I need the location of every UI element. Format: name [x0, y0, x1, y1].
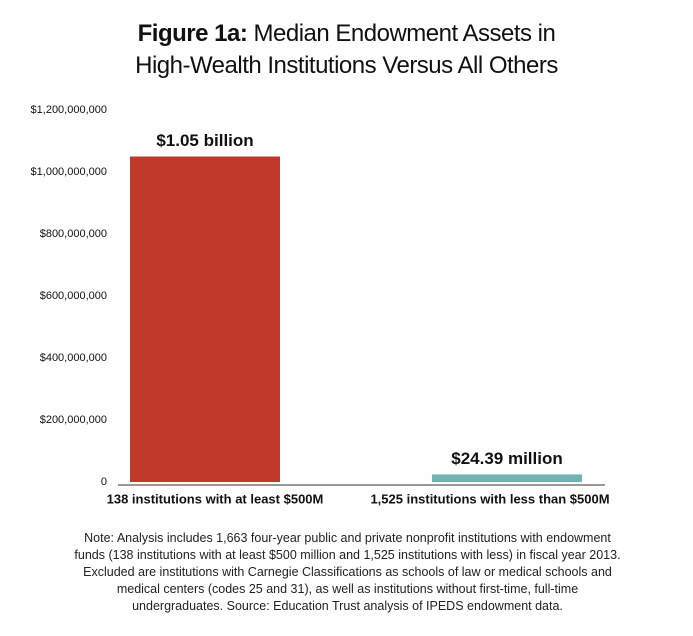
y-tick-label: $1,000,000,000: [31, 166, 107, 178]
title-text: Median Endowment Assets in High-Wealth I…: [135, 20, 558, 79]
value-label: $24.39 million: [451, 449, 563, 468]
y-tick-label: $200,000,000: [40, 414, 107, 426]
x-tick-label: 138 institutions with at least $500M: [107, 491, 324, 506]
y-tick-label: $1,200,000,000: [31, 104, 107, 116]
y-tick-label: $800,000,000: [40, 228, 107, 240]
x-tick-label: 1,525 institutions with less than $500M: [370, 491, 609, 506]
note: Note: Analysis includes 1,663 four-year …: [74, 531, 621, 613]
bar: [130, 156, 280, 482]
chart-title: Figure 1a: Median Endowment Assets in Hi…: [0, 18, 693, 82]
y-tick-label: 0: [101, 476, 107, 488]
y-tick-label: $600,000,000: [40, 290, 107, 302]
bar: [432, 474, 582, 482]
value-label: $1.05 billion: [156, 131, 253, 150]
y-tick-label: $400,000,000: [40, 352, 107, 364]
title-prefix: Figure 1a:: [137, 20, 248, 47]
